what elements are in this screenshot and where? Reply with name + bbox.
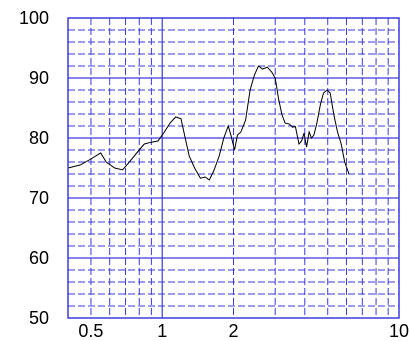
y-tick-label: 80 — [29, 128, 49, 148]
y-tick-label: 90 — [29, 68, 49, 88]
y-tick-label: 60 — [29, 248, 49, 268]
y-axis-tick-labels: 50 60 70 80 90 100 — [19, 8, 49, 328]
plot-frame — [67, 17, 400, 319]
x-tick-label: 10 — [389, 321, 409, 341]
y-tick-label: 100 — [19, 8, 49, 28]
y-tick-label: 50 — [29, 308, 49, 328]
x-tick-label: 0.5 — [78, 321, 103, 341]
y-tick-label: 70 — [29, 188, 49, 208]
x-tick-label: 1 — [157, 321, 167, 341]
x-axis-tick-labels: 0.5 1 2 10 — [78, 321, 409, 341]
data-series-line — [67, 65, 350, 181]
major-grid-lines — [68, 18, 399, 318]
x-tick-label: 2 — [228, 321, 238, 341]
